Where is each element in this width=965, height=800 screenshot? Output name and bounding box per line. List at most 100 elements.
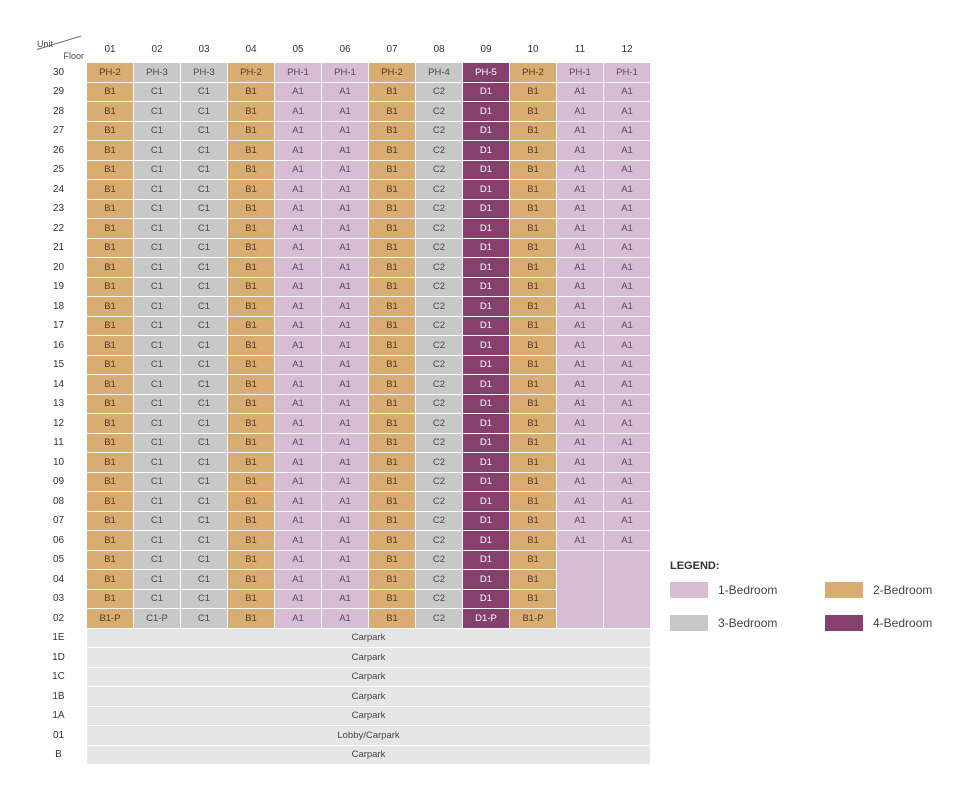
legend-label: 2-Bedroom: [873, 583, 933, 597]
unit-cell: A1: [604, 511, 650, 530]
unit-cell: B1: [228, 453, 274, 472]
unit-cell: A1: [604, 141, 650, 160]
unit-cell: D1: [463, 102, 509, 121]
unit-cell: C2: [416, 141, 462, 160]
unit-cell: A1: [322, 355, 368, 374]
floor-row: 05 B1 C1 C1 B1 A1 A1 B1 C2 D1 B1: [31, 550, 650, 628]
unit-cell: C1: [181, 121, 227, 140]
unit-cell: A1: [275, 180, 321, 199]
unit-cell: B1: [228, 180, 274, 199]
unit-cell: B1: [369, 453, 415, 472]
unit-cell: B1: [510, 492, 556, 511]
floor-number: 13: [31, 394, 86, 413]
unit-cell: C1: [181, 355, 227, 374]
unit-cell: C1: [134, 570, 180, 589]
floor-number: 21: [31, 238, 86, 257]
unit-cell: C2: [416, 277, 462, 296]
unit-cell: B1: [228, 102, 274, 121]
unit-cell: A1: [604, 433, 650, 452]
unit-cell: B1: [369, 199, 415, 218]
unit-cell: B1: [510, 277, 556, 296]
unit-cell: A1: [604, 375, 650, 394]
unit-cell: PH-1: [557, 63, 603, 82]
unit-cell: B1-P: [510, 609, 556, 628]
unit-cell: B1: [228, 433, 274, 452]
unit-cell: B1: [228, 355, 274, 374]
unit-stacking-table: Unit Floor 01 02 03 04 05 06 07 08 09 10 11 12 30 PH…: [30, 35, 651, 765]
unit-cell: B1: [510, 121, 556, 140]
unit-cell: C2: [416, 82, 462, 101]
unit-cell: B1: [228, 589, 274, 608]
unit-cell: B1: [369, 258, 415, 277]
unit-cell: B1: [87, 316, 133, 335]
legend-swatch-4-bedroom: [825, 615, 863, 631]
floor-number: 1C: [31, 667, 86, 686]
unit-cell: C2: [416, 472, 462, 491]
unit-cell: B1: [87, 375, 133, 394]
unit-cell: C2: [416, 180, 462, 199]
unit-cell: A1: [557, 453, 603, 472]
header-row: Unit Floor 01 02 03 04 05 06 07 08 09 10 11 12: [31, 35, 650, 62]
unit-cell: B1: [228, 550, 274, 569]
floor-number: 18: [31, 297, 86, 316]
unit-cell: B1: [369, 375, 415, 394]
floor-row: 10 B1 C1 C1 B1 A1 A1 B1 C2 D1 B1 A1 A1: [31, 453, 650, 472]
unit-cell-empty: [604, 550, 650, 628]
unit-cell: A1: [322, 433, 368, 452]
unit-cell: B1: [87, 414, 133, 433]
floor-row: 03 B1 C1 C1 B1 A1 A1 B1 C2 D1 B1: [31, 589, 650, 608]
unit-cell: B1: [228, 531, 274, 550]
unit-cell: A1: [322, 492, 368, 511]
unit-cell: B1: [369, 511, 415, 530]
unit-cell: A1: [275, 550, 321, 569]
unit-cell: B1: [228, 570, 274, 589]
unit-cell: C1: [134, 82, 180, 101]
unit-cell: D1: [463, 511, 509, 530]
unit-cell: B1: [369, 531, 415, 550]
legend-swatch-1-bedroom: [670, 582, 708, 598]
floor-number: 1A: [31, 706, 86, 725]
unit-cell: B1: [369, 297, 415, 316]
unit-cell: C1: [134, 531, 180, 550]
unit-cell: C2: [416, 316, 462, 335]
unit-cell: B1: [510, 102, 556, 121]
unit-cell: B1: [228, 219, 274, 238]
unit-cell: D1: [463, 316, 509, 335]
unit-cell: A1: [557, 199, 603, 218]
unit-cell: C2: [416, 199, 462, 218]
floor-number: 20: [31, 258, 86, 277]
unit-cell: C1: [134, 277, 180, 296]
carpark-band: Carpark: [87, 628, 650, 647]
unit-cell: B1: [369, 102, 415, 121]
unit-cell: C2: [416, 219, 462, 238]
unit-header: 10: [527, 44, 539, 55]
floor-row: 15 B1 C1 C1 B1 A1 A1 B1 C2 D1 B1 A1 A1: [31, 355, 650, 374]
unit-header: 06: [339, 44, 351, 55]
unit-cell: D1: [463, 336, 509, 355]
unit-cell: A1: [275, 238, 321, 257]
unit-cell: A1: [604, 336, 650, 355]
unit-cell: B1: [510, 414, 556, 433]
unit-cell: C1: [134, 375, 180, 394]
unit-cell: C2: [416, 336, 462, 355]
unit-cell: C1-P: [134, 609, 180, 628]
unit-cell: A1: [275, 472, 321, 491]
floor-row: 04 B1 C1 C1 B1 A1 A1 B1 C2 D1 B1: [31, 570, 650, 589]
floor-number: 25: [31, 160, 86, 179]
unit-cell: C1: [134, 355, 180, 374]
unit-cell: B1: [369, 336, 415, 355]
floor-row: 28 B1 C1 C1 B1 A1 A1 B1 C2 D1 B1 A1 A1: [31, 102, 650, 121]
unit-floor-corner: Unit Floor: [31, 35, 86, 62]
unit-cell: C2: [416, 160, 462, 179]
unit-cell: A1: [275, 316, 321, 335]
unit-cell: A1: [557, 102, 603, 121]
floor-row: 26 B1 C1 C1 B1 A1 A1 B1 C2 D1 B1 A1 A1: [31, 141, 650, 160]
unit-cell: A1: [557, 336, 603, 355]
unit-cell: C1: [181, 219, 227, 238]
carpark-band: Carpark: [87, 667, 650, 686]
unit-cell: A1: [557, 414, 603, 433]
unit-cell: D1: [463, 277, 509, 296]
unit-cell: A1: [604, 121, 650, 140]
unit-cell: A1: [322, 550, 368, 569]
floor-row: 14 B1 C1 C1 B1 A1 A1 B1 C2 D1 B1 A1 A1: [31, 375, 650, 394]
